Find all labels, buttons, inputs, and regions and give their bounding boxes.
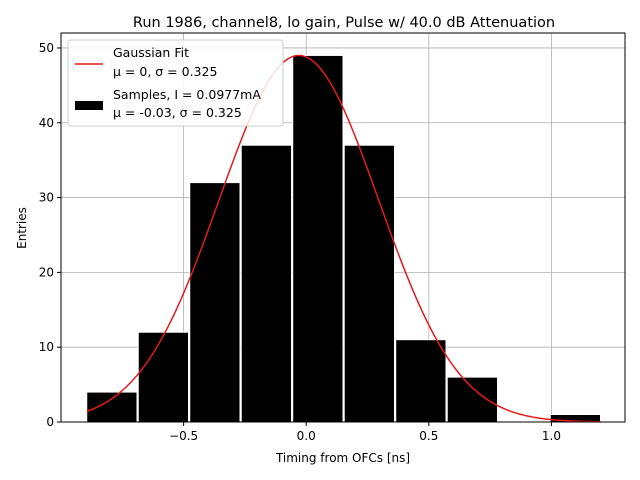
histogram-bar-3	[240, 144, 293, 423]
histogram-bar-4	[292, 54, 344, 423]
legend-fit-params: μ = 0, σ = 0.325	[113, 64, 217, 79]
legend-samples-label: Samples, I = 0.0977mA	[113, 87, 261, 102]
plot-frame	[60, 32, 626, 423]
y-tick-label-5: 50	[39, 41, 54, 55]
y-axis-label: Entries	[15, 207, 29, 249]
histogram-bar-7	[446, 376, 498, 423]
histogram-bar-1	[137, 331, 190, 423]
y-tick-label-4: 40	[39, 116, 54, 130]
y-axis-ticks: 0 10 20 30 40 50	[39, 41, 61, 429]
histogram-bar-5	[343, 144, 395, 423]
x-tick-label-2: 0.5	[419, 429, 438, 443]
histogram-bar-0	[86, 391, 138, 423]
legend-fit-label: Gaussian Fit	[113, 45, 189, 60]
legend-samples-params: μ = -0.03, σ = 0.325	[113, 105, 242, 120]
legend-samples-swatch	[75, 101, 103, 110]
gaussian-fit-curve	[86, 54, 601, 423]
x-tick-label-3: 1.0	[542, 429, 561, 443]
x-axis-ticks: −0.5 0.0 0.5 1.0	[169, 422, 561, 443]
legend-box	[67, 39, 284, 127]
x-tick-label-0: −0.5	[169, 429, 198, 443]
histogram-bar-6	[395, 339, 447, 423]
chart-title: Run 1986, channel8, lo gain, Pulse w/ 40…	[133, 15, 555, 31]
histogram-bar-2	[189, 182, 241, 423]
y-tick-label-0: 0	[46, 415, 54, 429]
y-tick-label-1: 10	[39, 340, 54, 354]
x-tick-label-1: 0.0	[297, 429, 316, 443]
y-tick-label-3: 30	[39, 191, 54, 205]
legend: Gaussian Fit μ = 0, σ = 0.325 Samples, I…	[67, 39, 284, 127]
x-axis-label: Timing from OFCs [ns]	[275, 451, 410, 465]
y-tick-label-2: 20	[39, 265, 54, 279]
